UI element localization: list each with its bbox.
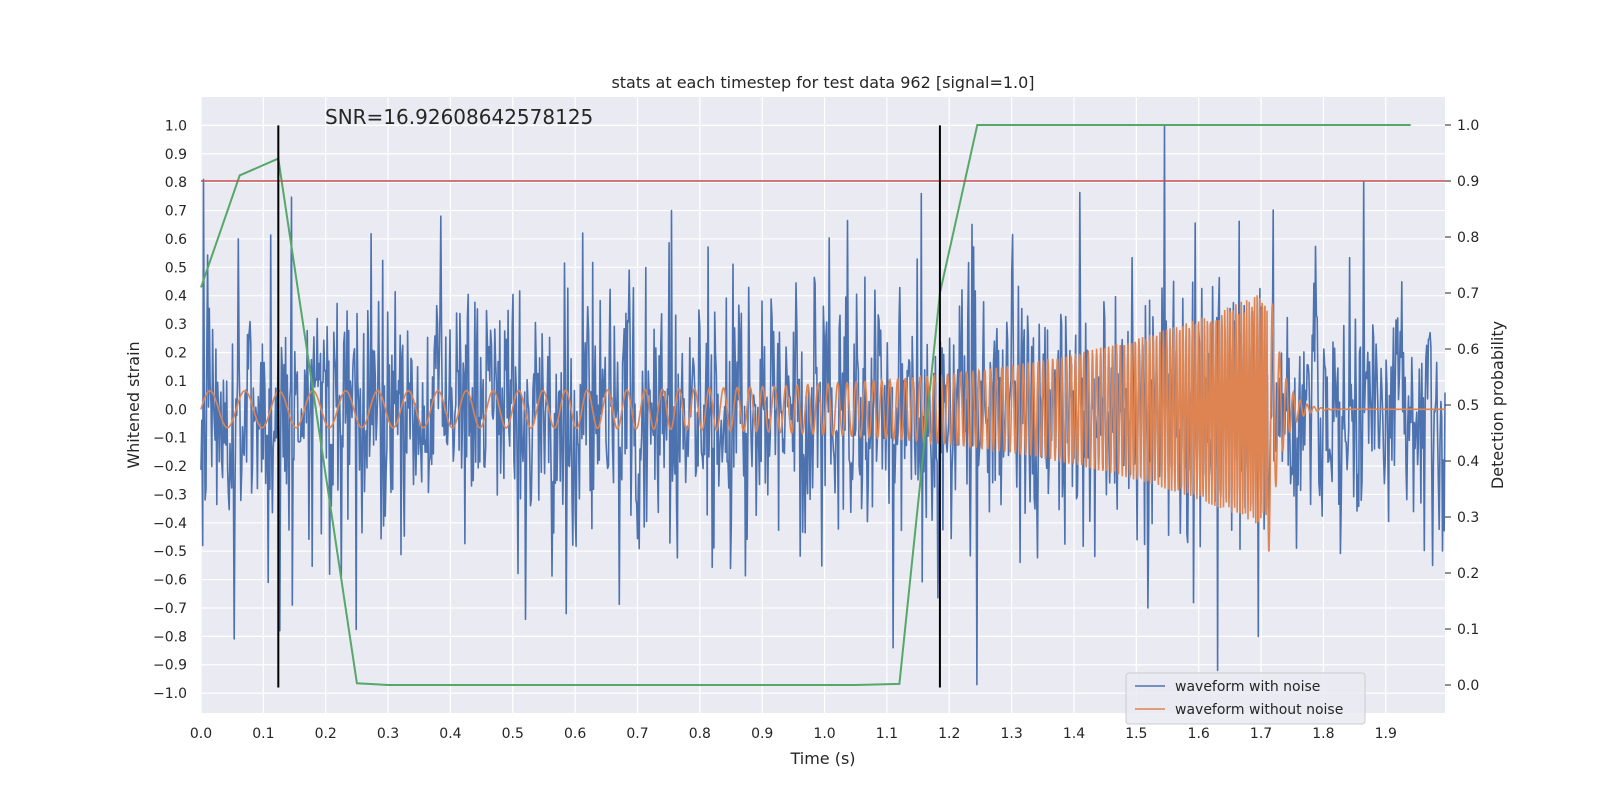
legend-label-clean: waveform without noise [1175,702,1343,718]
y-tick-label: −0.1 [153,431,187,447]
x-tick-label: 0.5 [502,726,524,742]
x-tick-label: 1.6 [1188,726,1210,742]
x-tick-label: 0.1 [252,726,274,742]
y-tick-label: 0.8 [165,175,187,191]
x-tick-label: 1.2 [938,726,960,742]
legend: waveform with noise waveform without noi… [1125,672,1366,725]
y2-tick-label: 0.9 [1457,174,1479,190]
y-tick-label: 1.0 [165,118,187,134]
y-axis-ticks-left: −1.0 −0.9 −0.8 −0.7 −0.6 −0.5 −0.4 −0.3 −0.2 −0.1… [153,118,187,702]
y-tick-label: 0.9 [165,147,187,163]
x-tick-label: 1.8 [1312,726,1334,742]
series-waveform-without-noise [200,295,1445,552]
y-tick-label: 0.5 [165,260,187,276]
y2-tick-label: 0.8 [1457,230,1479,246]
x-tick-label: 0.8 [689,726,711,742]
y-tick-label: 0.7 [165,204,187,220]
y-tick-label: −0.9 [153,658,187,674]
y2-tick-label: 0.6 [1457,342,1479,358]
x-tick-label: 1.0 [813,726,835,742]
x-tick-label: 1.9 [1375,726,1397,742]
x-tick-label: 0.7 [626,726,648,742]
x-tick-label: 0.6 [564,726,586,742]
y-axis-label-left: Whitened strain [124,341,143,468]
series-detection-probability [200,124,1411,686]
x-tick-label: 1.3 [1000,726,1022,742]
x-tick-label: 1.4 [1063,726,1085,742]
y2-tick-label: 0.2 [1457,566,1479,582]
y-tick-label: −0.2 [153,459,187,475]
line-detection-probability [200,124,1411,686]
line-waveform-without-noise [200,295,1445,552]
y-tick-label: 0.4 [165,289,187,305]
x-tick-label: 0.9 [751,726,773,742]
x-axis-ticks: 0.0 0.1 0.2 0.3 0.4 0.5 0.6 0.7 0.8 0.9 1.0 1.1 1.2 1… [190,726,1397,742]
x-axis-label: Time (s) [789,749,855,768]
y-tick-label: −0.4 [153,516,187,532]
y2-tick-label: 0.7 [1457,286,1479,302]
y-tick-label: 0.1 [165,374,187,390]
y-tick-label: −0.5 [153,544,187,560]
y-tick-label: 0.3 [165,317,187,333]
y-tick-label: 0.6 [165,232,187,248]
chart-title: stats at each timestep for test data 962… [611,73,1034,92]
legend-box [1125,672,1366,725]
y2-tick-label: 0.3 [1457,510,1479,526]
y-tick-label: 0.2 [165,345,187,361]
x-tick-label: 0.3 [377,726,399,742]
y-axis-ticks-right: 0.0 0.1 0.2 0.3 0.4 0.5 0.6 0.7 0.8 0.9 1.0 [1445,118,1479,694]
y2-tick-label: 0.4 [1457,454,1479,470]
y-axis-label-right: Detection probability [1488,321,1507,489]
y2-tick-label: 0.5 [1457,398,1479,414]
x-tick-label: 1.1 [876,726,898,742]
y-tick-label: −0.7 [153,601,187,617]
y-tick-label: −0.3 [153,487,187,503]
y-tick-label: 0.0 [165,402,187,418]
snr-annotation: SNR=16.92608642578125 [325,105,593,129]
x-tick-label: 0.0 [190,726,212,742]
x-tick-label: 0.2 [315,726,337,742]
y2-tick-label: 0.0 [1457,678,1479,694]
x-tick-label: 1.5 [1125,726,1147,742]
x-tick-label: 0.4 [439,726,461,742]
y-tick-label: −0.8 [153,629,187,645]
x-tick-label: 1.7 [1250,726,1272,742]
reference-lines [201,125,1445,688]
y2-tick-label: 0.1 [1457,622,1479,638]
y2-tick-label: 1.0 [1457,118,1479,134]
legend-label-noise: waveform with noise [1175,679,1320,695]
y-tick-label: −0.6 [153,573,187,589]
y-tick-label: −1.0 [153,686,187,702]
